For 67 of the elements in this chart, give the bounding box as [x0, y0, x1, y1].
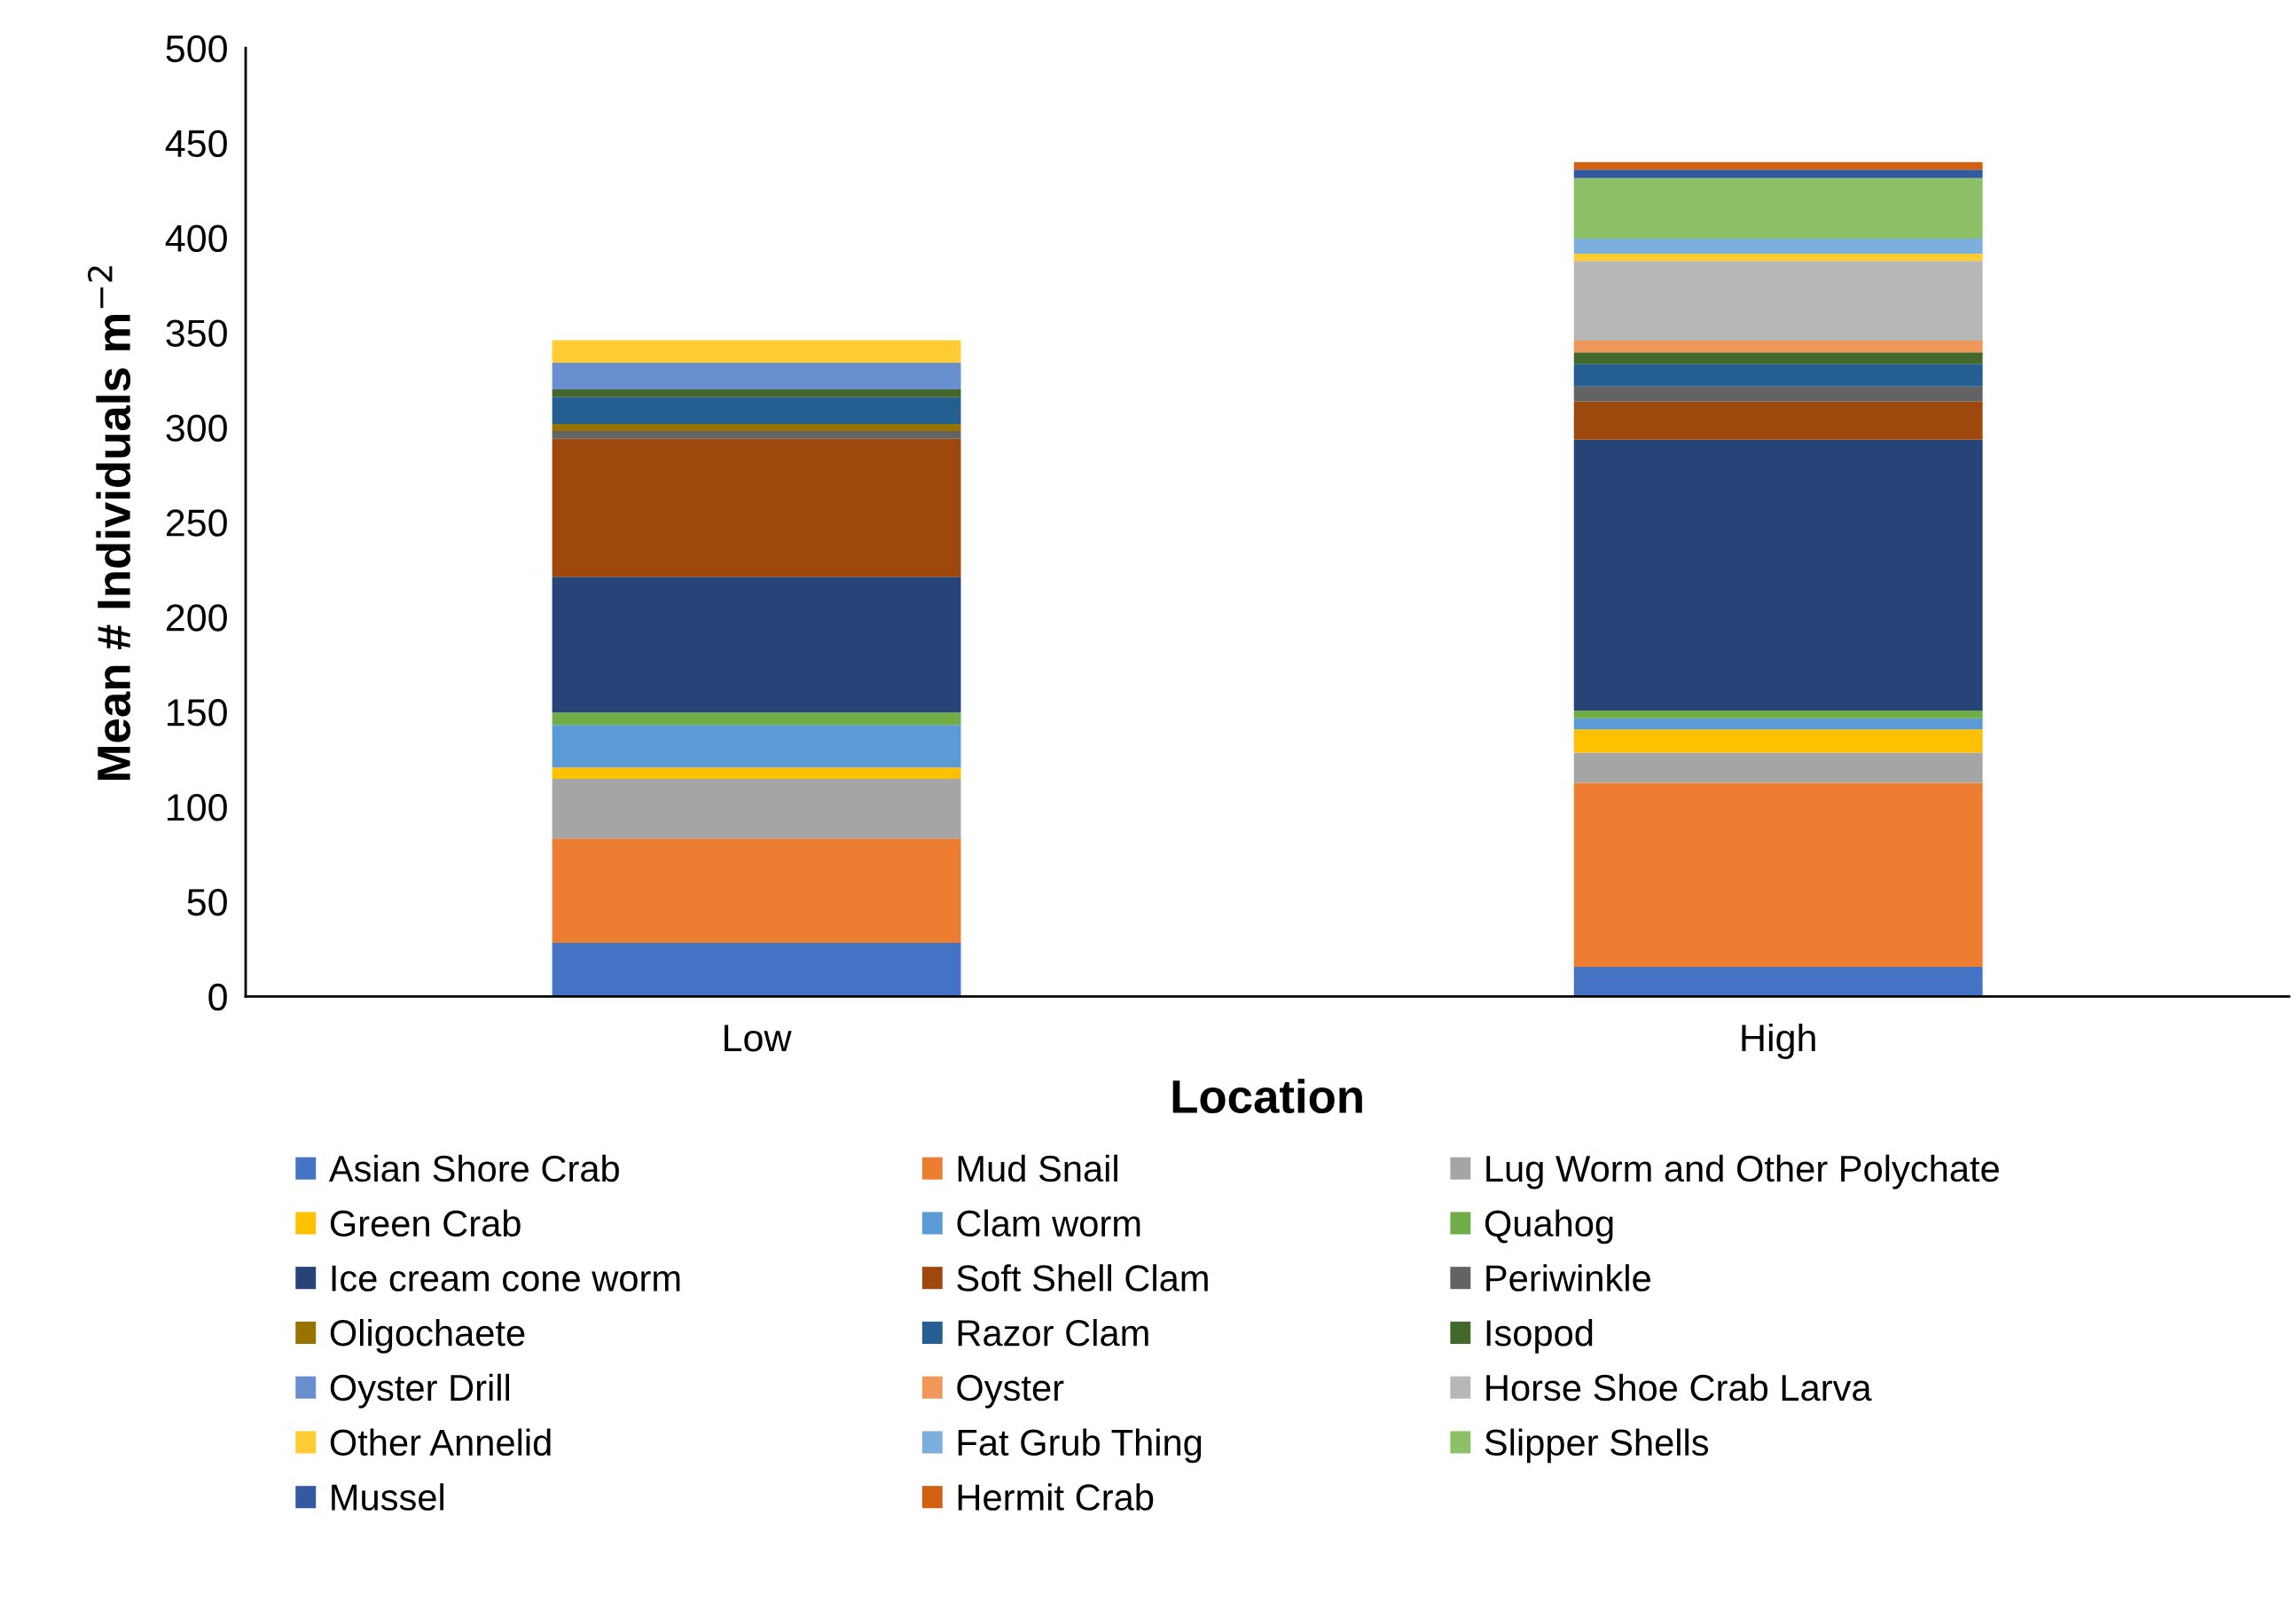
y-tick-label: 500	[166, 35, 227, 63]
bar	[552, 389, 961, 397]
bar	[1573, 386, 1983, 402]
legend-label: Periwinkle	[1486, 1264, 1650, 1292]
y-tick-label: 200	[166, 604, 227, 632]
bar	[1573, 177, 1983, 240]
y-tick-label: 250	[166, 509, 227, 537]
legend-label: Lug Worm and Other Polychate	[1486, 1154, 1999, 1190]
bar	[1573, 261, 1983, 341]
bar	[1573, 239, 1983, 254]
legend-label: Oyster Drill	[330, 1373, 510, 1409]
legend-label: Slipper Shells	[1485, 1428, 1709, 1464]
bar	[1573, 752, 1983, 783]
bar	[1573, 782, 1983, 967]
legend-label: Quahog	[1485, 1209, 1613, 1245]
bar	[552, 779, 961, 839]
bar	[1573, 352, 1983, 365]
legend-label: Oyster	[957, 1374, 1064, 1409]
y-tick-label: 100	[168, 794, 227, 821]
y-tick-label: 50	[187, 888, 227, 916]
y-tick-label: 300	[166, 414, 227, 442]
bar	[1573, 710, 1983, 719]
y-axis-title: Mean # Individuals m$^{−2}$	[87, 266, 131, 780]
legend-label: Ice cream cone worm	[332, 1265, 680, 1292]
y-tick-label: 450	[165, 130, 227, 158]
bar	[1573, 364, 1983, 387]
legend-label: Razor Clam	[958, 1318, 1148, 1347]
x-axis-title: Location	[1172, 1079, 1362, 1114]
bar	[552, 438, 961, 577]
bar	[552, 767, 961, 780]
bar	[552, 838, 961, 944]
legend-label: Clam worm	[957, 1209, 1140, 1237]
legend-label: Fat Grub Thing	[958, 1428, 1202, 1464]
bar	[1573, 729, 1983, 753]
legend-label: Asian Shore Crab	[328, 1154, 619, 1182]
bar	[552, 397, 961, 424]
legend-label: Green Crab	[330, 1209, 521, 1237]
bar	[552, 577, 961, 713]
legend-label: Horse Shoe Crab Larva	[1486, 1373, 1872, 1402]
legend-label: Isopod	[1486, 1318, 1593, 1354]
legend-label: Hermit Crab	[958, 1483, 1154, 1511]
bar	[1573, 439, 1983, 711]
bar	[552, 712, 961, 726]
bar	[552, 340, 961, 363]
bar	[552, 423, 961, 431]
y-tick-label: 350	[166, 319, 227, 347]
x-tick-label: Low	[725, 1025, 792, 1052]
bar	[552, 430, 961, 439]
y-tick-label: 150	[168, 699, 227, 726]
legend-label: Other Annelid	[330, 1428, 551, 1457]
x-tick-label: High	[1742, 1023, 1815, 1060]
bar	[1573, 253, 1983, 262]
bar	[552, 362, 961, 390]
legend-label: Soft Shell Clam	[957, 1264, 1208, 1292]
bar	[552, 943, 961, 997]
y-tick-label: 0	[208, 983, 227, 1011]
bar	[1573, 161, 1983, 170]
legend-label: Mud Snail	[958, 1154, 1117, 1182]
bar	[1573, 340, 1983, 353]
bar	[1573, 401, 1983, 440]
y-tick-label: 400	[165, 224, 227, 253]
bar	[1573, 966, 1983, 997]
legend-label: Oligochaete	[330, 1318, 525, 1354]
bar	[552, 725, 961, 768]
legend-label: Mussel	[332, 1483, 443, 1511]
bar	[1573, 169, 1983, 178]
bar	[1573, 718, 1983, 730]
